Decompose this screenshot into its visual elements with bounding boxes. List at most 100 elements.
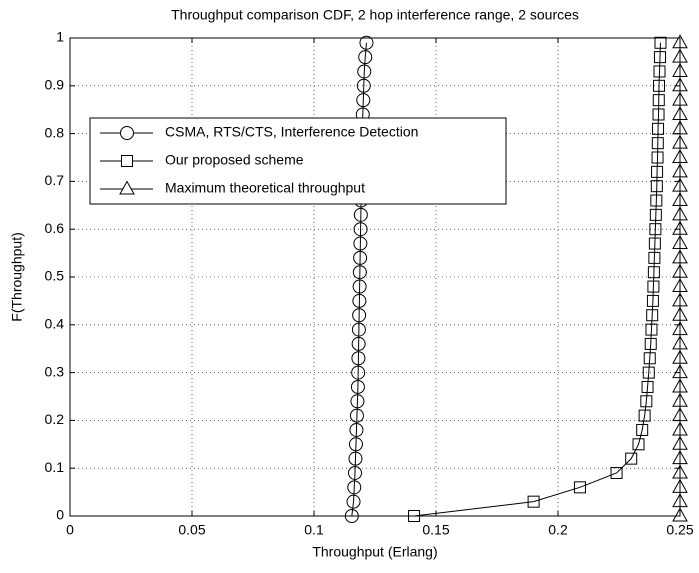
marker-square <box>632 438 645 451</box>
marker-triangle <box>672 321 688 336</box>
marker-square <box>625 452 638 465</box>
marker-square <box>640 395 653 408</box>
marker-triangle <box>672 148 688 163</box>
marker-triangle <box>672 220 688 235</box>
y-tick-label: 0.5 <box>45 268 65 284</box>
marker-triangle <box>672 206 688 221</box>
marker-triangle <box>672 62 688 77</box>
marker-square <box>650 194 663 207</box>
marker-circle <box>352 279 367 294</box>
marker-circle <box>351 322 366 337</box>
marker-square <box>651 137 664 150</box>
marker-square <box>649 223 662 236</box>
marker-triangle <box>672 335 688 350</box>
marker-triangle <box>672 249 688 264</box>
marker-square <box>610 466 623 479</box>
marker-triangle <box>672 349 688 364</box>
marker-triangle <box>672 450 688 465</box>
marker-circle <box>351 365 366 380</box>
marker-circle <box>120 126 134 140</box>
marker-triangle <box>672 263 688 278</box>
x-tick-label: 0 <box>66 522 74 538</box>
marker-square <box>651 151 664 164</box>
marker-circle <box>347 465 362 480</box>
y-tick-label: 0.8 <box>45 124 65 140</box>
marker-triangle <box>672 177 688 192</box>
legend-label: CSMA, RTS/CTS, Interference Detection <box>165 124 418 140</box>
marker-triangle <box>672 163 688 178</box>
marker-triangle <box>672 105 688 120</box>
y-tick-label: 0.4 <box>45 316 65 332</box>
marker-triangle <box>672 292 688 307</box>
marker-circle <box>349 408 364 423</box>
marker-square <box>638 409 651 422</box>
marker-square <box>121 155 133 167</box>
x-tick-label: 0.2 <box>548 522 568 538</box>
legend-label: Our proposed scheme <box>165 152 304 168</box>
y-tick-label: 0.9 <box>45 77 65 93</box>
marker-circle <box>358 50 373 65</box>
marker-triangle <box>672 507 688 522</box>
marker-circle <box>349 422 364 437</box>
marker-square <box>647 266 660 279</box>
x-tick-label: 0.05 <box>178 522 205 538</box>
marker-square <box>642 366 655 379</box>
legend-label: Maximum theoretical throughput <box>165 180 365 196</box>
marker-circle <box>352 293 367 308</box>
marker-triangle <box>672 435 688 450</box>
marker-circle <box>357 64 372 79</box>
x-tick-label: 0.25 <box>666 522 693 538</box>
legend-box <box>89 117 507 205</box>
marker-triangle <box>672 478 688 493</box>
marker-square <box>646 309 659 322</box>
marker-circle <box>353 207 368 222</box>
marker-square <box>652 122 665 135</box>
marker-circle <box>351 351 366 366</box>
marker-triangle <box>672 392 688 407</box>
y-tick-label: 0.7 <box>45 172 65 188</box>
marker-triangle <box>672 306 688 321</box>
marker-circle <box>356 78 371 93</box>
marker-circle <box>352 265 367 280</box>
y-tick-label: 0.3 <box>45 363 65 379</box>
marker-circle <box>350 394 365 409</box>
y-tick-label: 0.6 <box>45 220 65 236</box>
marker-square <box>653 65 666 78</box>
marker-circle <box>352 308 367 323</box>
marker-square <box>652 94 665 107</box>
marker-triangle <box>672 34 688 49</box>
marker-triangle <box>672 91 688 106</box>
y-tick-label: 1 <box>56 29 64 45</box>
y-tick-label: 0.1 <box>45 459 65 475</box>
marker-circle <box>347 480 362 495</box>
marker-square <box>636 423 649 436</box>
marker-square <box>527 495 540 508</box>
y-tick-label: 0 <box>56 507 64 523</box>
marker-triangle <box>672 421 688 436</box>
marker-square <box>648 237 661 250</box>
marker-circle <box>353 236 368 251</box>
marker-square <box>645 323 658 336</box>
marker-triangle <box>672 120 688 135</box>
marker-triangle <box>672 278 688 293</box>
marker-square <box>653 79 666 92</box>
marker-triangle <box>119 180 135 195</box>
marker-square <box>408 510 421 522</box>
marker-triangle <box>672 134 688 149</box>
marker-square <box>646 294 659 307</box>
marker-square <box>653 51 666 64</box>
marker-circle <box>356 93 371 108</box>
marker-triangle <box>672 77 688 92</box>
marker-circle <box>353 222 368 237</box>
marker-square <box>649 208 662 221</box>
marker-square <box>648 251 661 264</box>
marker-square <box>652 108 665 121</box>
marker-triangle <box>672 378 688 393</box>
marker-triangle <box>672 493 688 508</box>
marker-triangle <box>672 407 688 422</box>
marker-square <box>641 380 654 393</box>
marker-square <box>651 165 664 178</box>
marker-square <box>650 180 663 193</box>
marker-circle <box>359 35 374 50</box>
